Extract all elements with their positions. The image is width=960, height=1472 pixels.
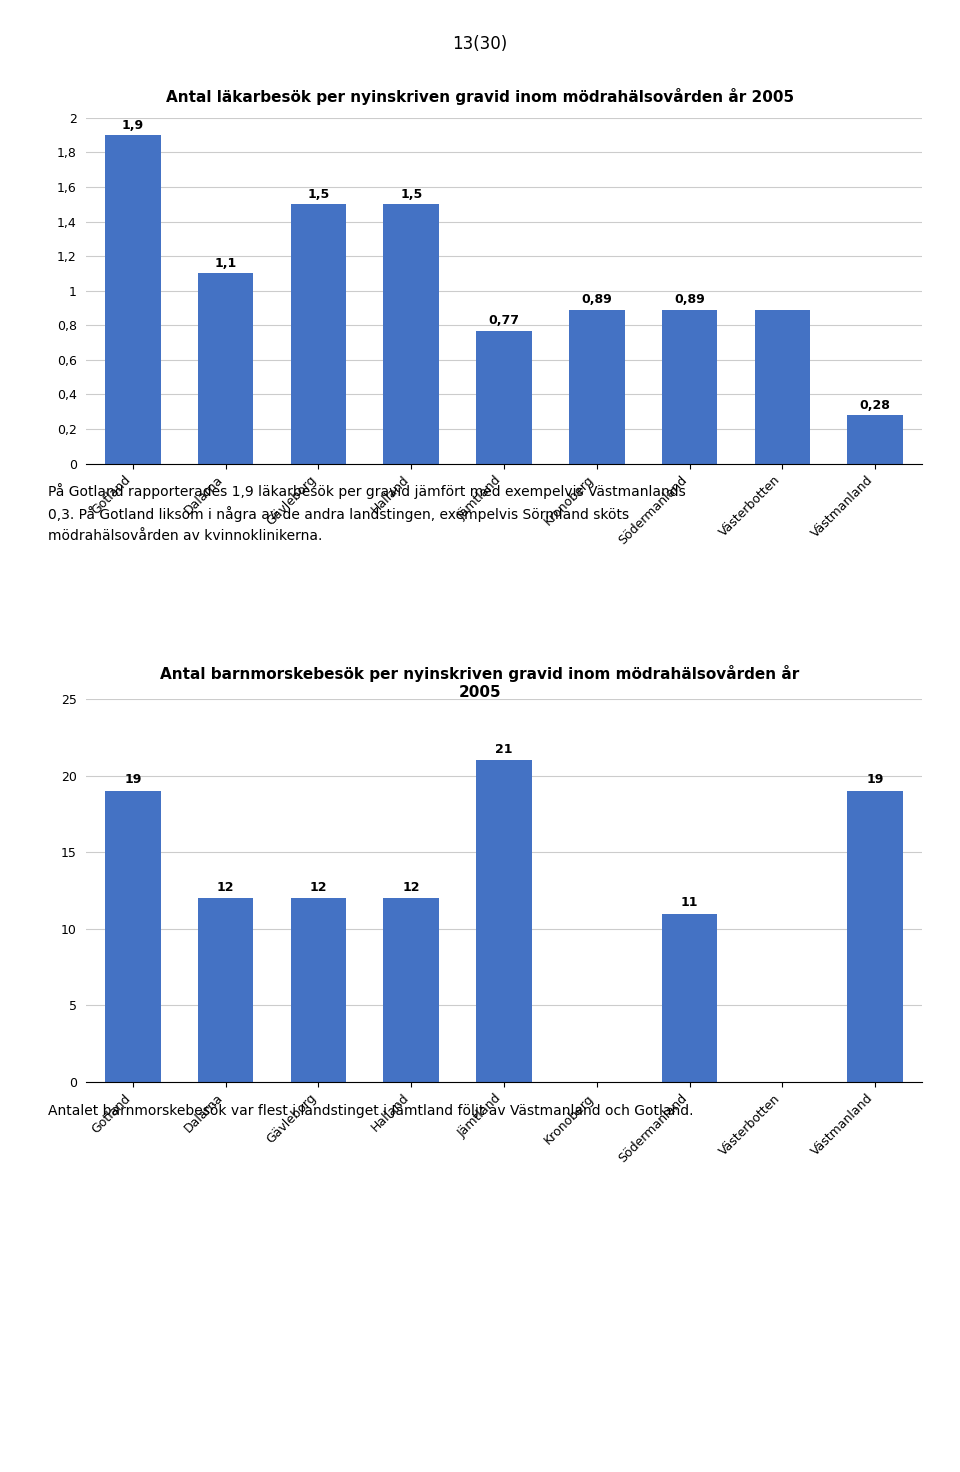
Text: 1,5: 1,5	[307, 188, 329, 200]
Text: 1,9: 1,9	[122, 119, 144, 131]
Bar	[198, 898, 253, 1082]
Bar	[383, 205, 439, 464]
Bar	[383, 898, 439, 1082]
Bar	[476, 761, 532, 1082]
Text: 11: 11	[681, 896, 698, 908]
Text: 0,89: 0,89	[674, 293, 705, 306]
Bar	[755, 309, 810, 464]
Text: Antalet barnmorskebesök var flest i landstinget i Jämtland följt av Västmanland : Antalet barnmorskebesök var flest i land…	[48, 1104, 693, 1119]
Bar	[661, 914, 717, 1082]
Text: 12: 12	[310, 880, 327, 894]
Text: 1,1: 1,1	[214, 258, 237, 269]
Text: 0,89: 0,89	[582, 293, 612, 306]
Bar	[848, 415, 903, 464]
Bar	[291, 205, 347, 464]
Bar	[476, 331, 532, 464]
Text: 0,28: 0,28	[860, 399, 891, 412]
Text: 1,5: 1,5	[400, 188, 422, 200]
Bar	[569, 309, 625, 464]
Bar	[291, 898, 347, 1082]
Text: Antal läkarbesök per nyinskriven gravid inom mödrahälsovården år 2005: Antal läkarbesök per nyinskriven gravid …	[166, 88, 794, 106]
Bar	[661, 309, 717, 464]
Text: 19: 19	[867, 773, 884, 786]
Text: 12: 12	[402, 880, 420, 894]
Text: På Gotland rapporterades 1,9 läkarbesök per gravid jämfört med exempelvis Västma: På Gotland rapporterades 1,9 läkarbesök …	[48, 483, 685, 543]
Bar	[848, 790, 903, 1082]
Bar	[198, 274, 253, 464]
Text: 19: 19	[124, 773, 141, 786]
Text: 12: 12	[217, 880, 234, 894]
Text: 13(30): 13(30)	[452, 35, 508, 53]
Text: 0,77: 0,77	[489, 314, 519, 327]
Bar	[105, 135, 160, 464]
Text: 21: 21	[495, 743, 513, 755]
Bar	[105, 790, 160, 1082]
Text: Antal barnmorskebesök per nyinskriven gravid inom mödrahälsovården år
2005: Antal barnmorskebesök per nyinskriven gr…	[160, 665, 800, 699]
